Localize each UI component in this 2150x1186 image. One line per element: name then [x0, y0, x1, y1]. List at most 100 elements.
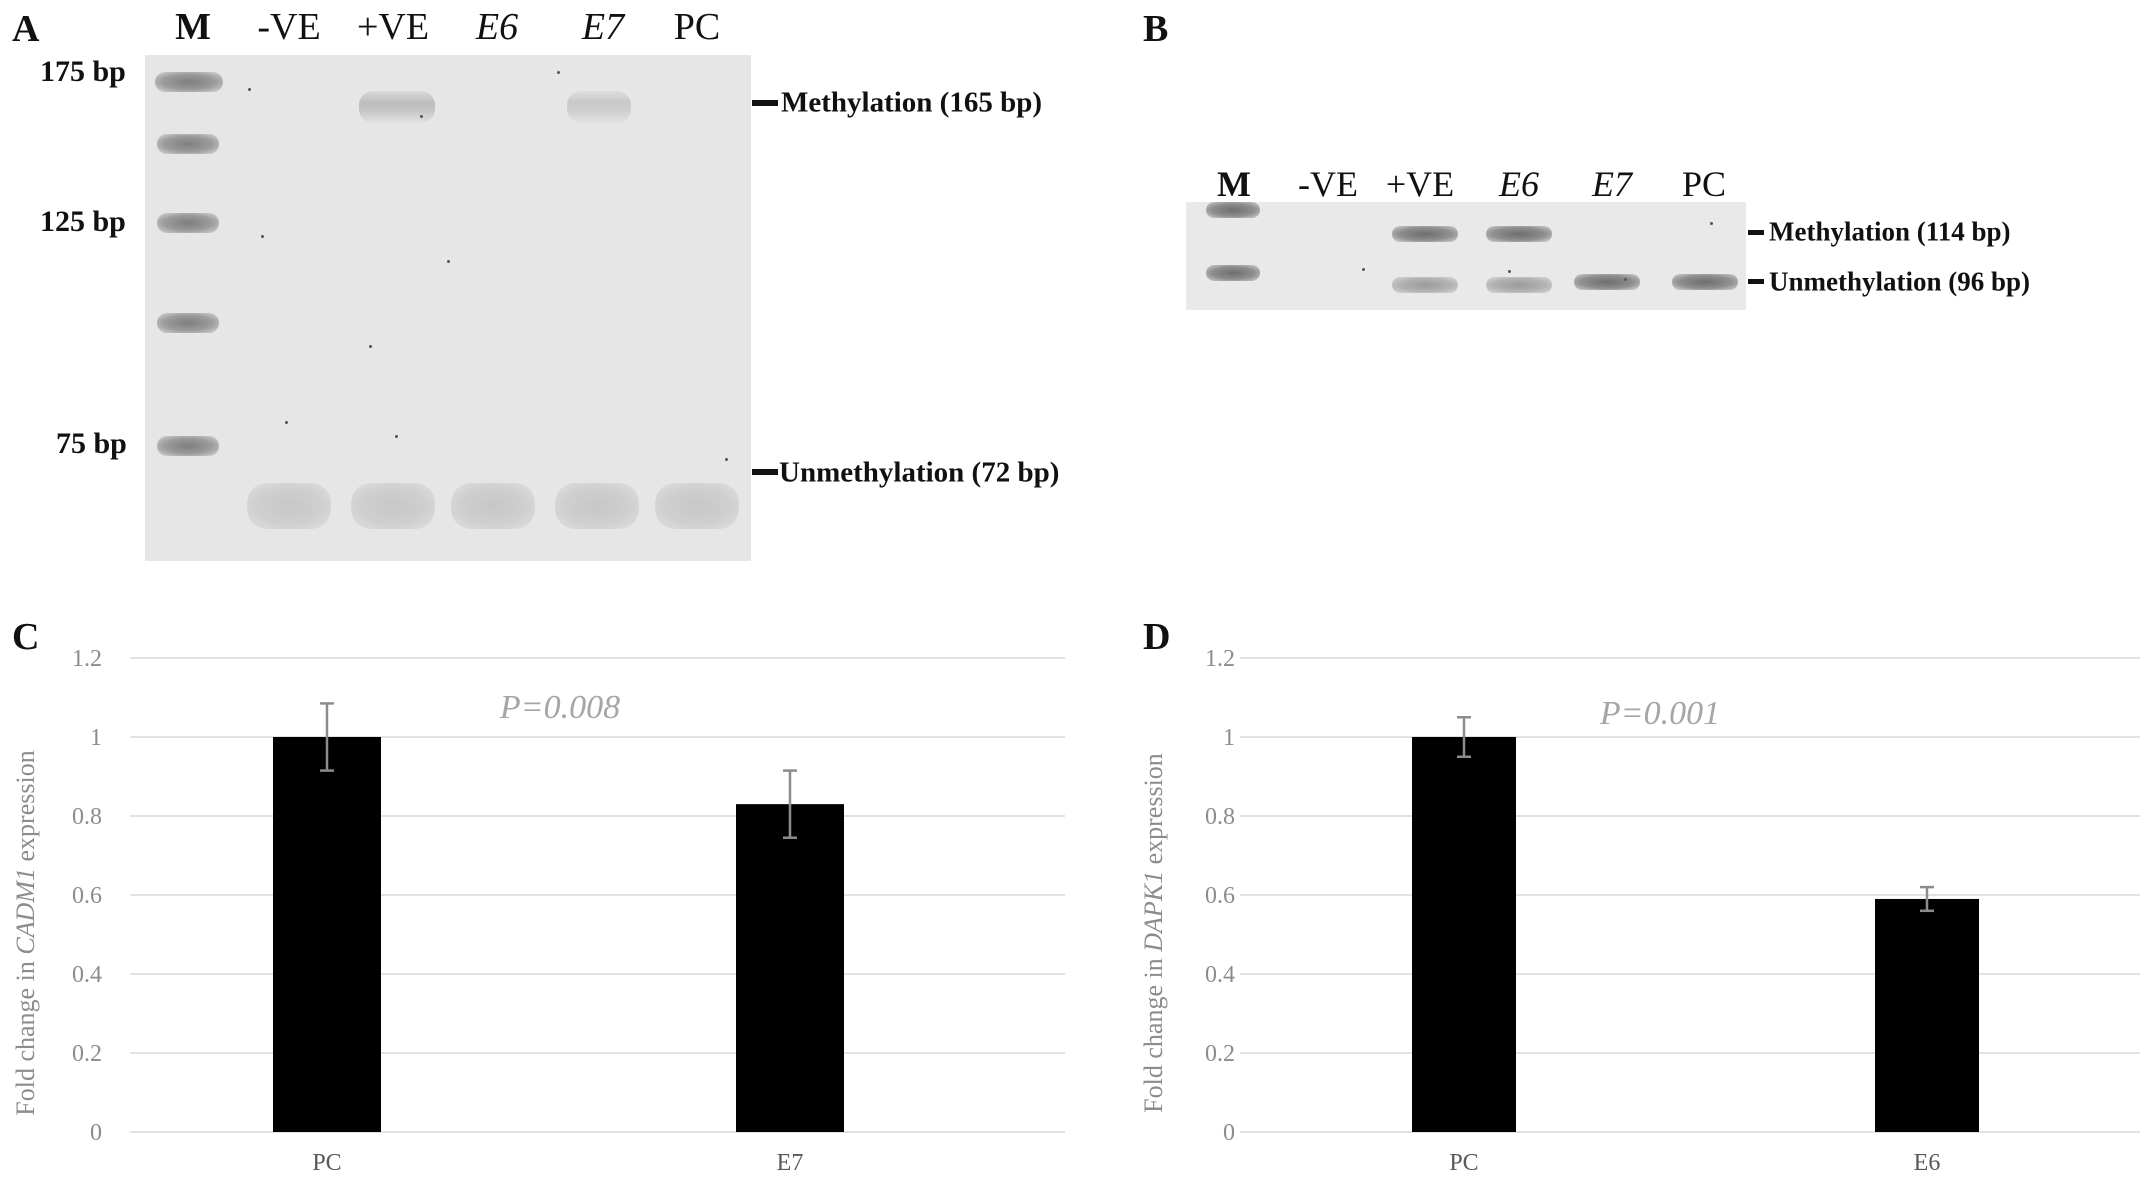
gel-b-lane-label-e7: E7 — [1592, 164, 1632, 204]
gel-speck — [557, 71, 560, 74]
ladder-band — [1206, 265, 1260, 281]
chart-c-category-label: PC — [312, 1150, 341, 1176]
chart-c-bar — [273, 737, 381, 1132]
unmethylation-band — [247, 483, 331, 529]
methylation-band — [1486, 226, 1552, 242]
ladder-label-125bp: 125 bp — [40, 205, 126, 238]
panel-c-label: C — [12, 616, 40, 658]
chart-c-annotation: P=0.008 — [499, 689, 620, 726]
chart-c-y-tick-label: 0.6 — [72, 883, 102, 909]
chart-c-y-tick-label: 0.4 — [72, 962, 102, 988]
chart-d-errors — [1457, 716, 1934, 913]
gel-a-unmethylation-label: Unmethylation (72 bp) — [779, 456, 1060, 489]
chart-d: 0 0.2 0.4 0.6 0.8 1 1.2 PC E6 P=0.001 Fold chan… — [1139, 646, 2140, 1176]
methylation-band — [359, 91, 435, 123]
chart-c-ylabel-suffix: expression — [11, 750, 40, 868]
gel-a-methylation-label: Methylation (165 bp) — [781, 86, 1042, 119]
chart-c-category-label: E7 — [777, 1150, 804, 1176]
ladder-label-75bp: 75 bp — [56, 427, 127, 460]
unmethylation-band — [1672, 274, 1738, 290]
gel-speck — [369, 345, 372, 348]
unmethylation-band — [1486, 277, 1552, 293]
gel-speck — [1624, 278, 1627, 281]
gel-speck — [261, 235, 264, 238]
unmethylation-band — [555, 483, 639, 529]
chart-d-ylabel-suffix: expression — [1139, 753, 1168, 871]
chart-d-y-tick-label: 1.2 — [1205, 646, 1235, 672]
chart-c-bar — [736, 804, 844, 1132]
unmethylation-band — [351, 483, 435, 529]
gel-b-lane-label-neg: -VE — [1298, 164, 1358, 204]
ladder-band — [157, 313, 219, 333]
ladder-label-175bp: 175 bp — [40, 55, 126, 88]
chart-c-grid — [130, 657, 1065, 1133]
gel-speck — [447, 260, 450, 263]
methylation-marker — [752, 100, 778, 106]
gel-b-unmethylation-label: Unmethylation (96 bp) — [1769, 266, 2031, 297]
gel-speck — [1362, 268, 1365, 271]
gel-a-lane-label-m: M — [175, 6, 211, 48]
ladder-band — [155, 72, 223, 92]
chart-c-ylabel-gene: CADM1 — [11, 868, 40, 955]
gel-speck — [1508, 270, 1511, 273]
chart-c: 0 0.2 0.4 0.6 0.8 1 1.2 PC E7 P=0.008 Fold chan… — [11, 646, 1065, 1176]
gel-b-methylation-label: Methylation (114 bp) — [1769, 216, 2011, 247]
gel-a-lane-label-pos: +VE — [356, 6, 430, 48]
chart-d-y-tick-label: 0.8 — [1205, 804, 1235, 830]
chart-c-y-tick-label: 0.8 — [72, 804, 102, 830]
chart-d-bar — [1875, 898, 1979, 1132]
gel-a-lane-label-neg: -VE — [257, 6, 321, 48]
chart-d-ylabel-prefix: Fold change in — [1139, 952, 1168, 1113]
chart-d-ylabel-gene: DAPK1 — [1139, 871, 1168, 953]
gel-b-lane-label-e6: E6 — [1499, 164, 1539, 204]
methylation-band — [567, 91, 631, 123]
gel-a-lane-label-pc: PC — [673, 6, 721, 48]
unmethylation-band — [451, 483, 535, 529]
chart-c-ylabel-prefix: Fold change in — [11, 955, 40, 1116]
chart-d-y-tick-label: 0.4 — [1205, 962, 1235, 988]
chart-c-y-tick-label: 1.2 — [72, 646, 102, 672]
gel-a-lane-label-e6: E6 — [475, 6, 519, 48]
chart-d-y-tick-label: 1 — [1223, 725, 1235, 751]
gel-b-lane-label-pc: PC — [1681, 164, 1727, 204]
gel-speck — [420, 115, 423, 118]
chart-d-grid — [1240, 657, 2140, 1133]
unmethylation-band — [1574, 274, 1640, 290]
gel-speck — [395, 435, 398, 438]
ladder-band — [157, 134, 219, 154]
gel-speck — [1710, 222, 1713, 225]
chart-c-y-axis-label: Fold change in CADM1 expression — [11, 750, 40, 1115]
chart-c-errors — [320, 702, 797, 839]
panel-d-label: D — [1143, 616, 1171, 658]
chart-d-bars — [1412, 737, 1979, 1132]
gel-image-a — [145, 55, 751, 561]
panel-b-label: B — [1143, 8, 1169, 50]
methylation-band — [1392, 226, 1458, 242]
gel-a-lane-label-e7: E7 — [581, 6, 625, 48]
chart-d-category-label: E6 — [1914, 1150, 1941, 1176]
chart-d-categories: PC E6 — [1449, 1150, 1940, 1176]
chart-d-y-tick-label: 0.6 — [1205, 883, 1235, 909]
chart-c-bars — [273, 737, 844, 1132]
chart-c-y-tick-label: 1 — [90, 725, 102, 751]
ladder-band — [1206, 202, 1260, 218]
chart-c-categories: PC E7 — [312, 1150, 803, 1176]
chart-d-y-axis-label: Fold change in DAPK1 expression — [1139, 753, 1168, 1113]
chart-d-y-tick-label: 0.2 — [1205, 1041, 1235, 1067]
ladder-band — [157, 213, 219, 233]
gel-b-lane-label-m: M — [1217, 164, 1251, 204]
gel-speck — [285, 421, 288, 424]
unmethylation-band — [1392, 277, 1458, 293]
unmethylation-marker — [1748, 279, 1764, 284]
gel-speck — [725, 458, 728, 461]
chart-d-y-tick-label: 0 — [1223, 1120, 1235, 1146]
chart-c-ticks: 0 0.2 0.4 0.6 0.8 1 1.2 — [72, 646, 102, 1146]
chart-c-y-tick-label: 0 — [90, 1120, 102, 1146]
chart-c-y-tick-label: 0.2 — [72, 1041, 102, 1067]
ladder-band — [157, 436, 219, 456]
unmethylation-band — [655, 483, 739, 529]
panel-a-label: A — [12, 8, 40, 50]
gel-image-b — [1186, 202, 1746, 310]
unmethylation-marker — [752, 469, 778, 475]
chart-d-bar — [1412, 737, 1516, 1132]
